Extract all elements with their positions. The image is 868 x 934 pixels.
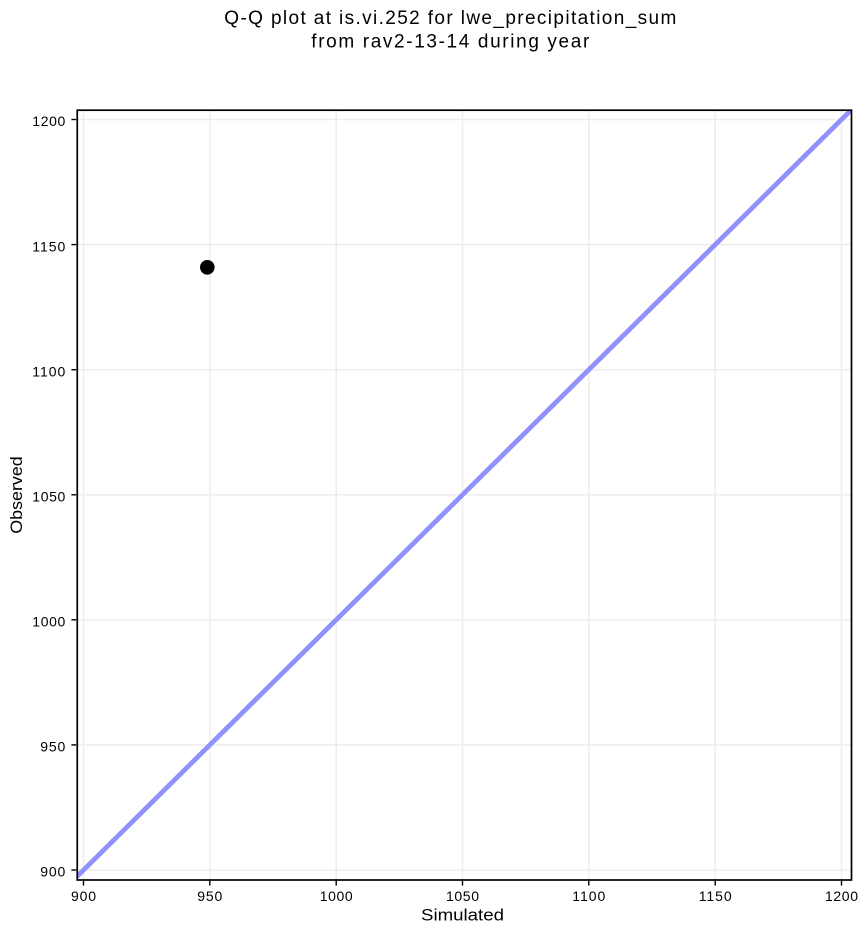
svg-text:1000: 1000	[320, 888, 353, 904]
svg-text:1050: 1050	[32, 489, 65, 505]
svg-text:1050: 1050	[446, 888, 479, 904]
svg-text:950: 950	[197, 888, 222, 904]
svg-text:900: 900	[71, 888, 96, 904]
svg-text:1100: 1100	[572, 888, 605, 904]
svg-text:1200: 1200	[32, 113, 65, 129]
svg-text:Observed: Observed	[8, 456, 26, 534]
svg-text:1200: 1200	[825, 888, 858, 904]
svg-text:Simulated: Simulated	[421, 907, 504, 925]
svg-text:1150: 1150	[699, 888, 732, 904]
svg-text:950: 950	[40, 739, 65, 755]
svg-text:900: 900	[40, 864, 65, 880]
svg-text:from rav2-13-14 during year: from rav2-13-14 during year	[311, 31, 590, 52]
svg-text:1100: 1100	[32, 363, 65, 379]
svg-text:1150: 1150	[32, 238, 65, 254]
svg-text:Q-Q plot at is.vi.252 for lwe_: Q-Q plot at is.vi.252 for lwe_precipitat…	[224, 8, 676, 29]
svg-text:1000: 1000	[32, 614, 65, 630]
